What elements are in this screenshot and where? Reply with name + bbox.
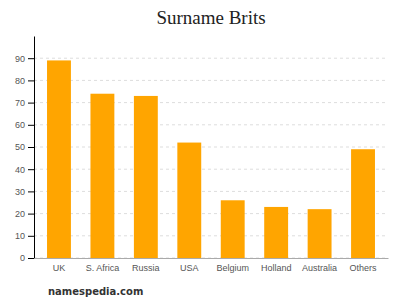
y-tick-mark [28,80,34,81]
y-tick-label: 60 [15,120,25,130]
x-tick: S. Africa [86,263,120,273]
bar [221,200,245,258]
grid-line [34,124,388,125]
y-tick-label: 10 [15,231,25,241]
x-axis-line [35,258,389,259]
x-tick-label: Australia [302,263,337,273]
y-tick-mark [28,258,34,259]
y-tick-mark [28,125,34,126]
x-tick: Belgium [216,263,249,273]
y-axis: 0 10 20 30 40 50 60 70 80 90 [15,37,35,264]
title: Surname Brits [156,7,265,28]
x-tick-label: UK [53,263,66,273]
grid-line [34,213,388,214]
grid-line [34,169,388,170]
grid-line [34,58,388,59]
y-tick-label: 80 [15,76,25,86]
plot-area: 0 10 20 30 40 50 60 70 80 90 UK S. Africa Russia USA B… [15,37,389,273]
y-tick-label: 90 [15,54,25,64]
y-tick-label: 70 [15,98,25,108]
grid-line [34,80,388,81]
y-tick: 80 [15,76,34,86]
y-tick-label: 20 [15,209,25,219]
y-tick-mark [28,58,34,59]
y-tick: 30 [15,187,34,197]
bar [134,96,158,258]
x-tick: Australia [302,263,337,273]
x-tick-label: S. Africa [86,263,120,273]
grid-line [34,147,388,148]
x-tick: Holland [261,263,292,273]
bars [47,60,375,258]
y-tick: 50 [15,142,34,152]
bar [177,143,201,258]
bar [308,209,332,258]
y-tick: 70 [15,98,34,108]
y-tick-mark [28,236,34,237]
y-tick-label: 30 [15,187,25,197]
y-tick-mark [28,103,34,104]
grid-line [34,235,388,236]
x-tick: Russia [132,263,160,273]
x-tick-label: Holland [261,263,292,273]
y-tick-label: 0 [20,253,25,263]
x-tick-label: USA [180,263,199,273]
x-tick: UK [53,263,66,273]
y-tick: 10 [15,231,34,241]
y-tick-mark [28,191,34,192]
y-tick: 40 [15,165,34,175]
y-tick: 90 [15,54,34,64]
y-tick: 60 [15,120,34,130]
grid-line [34,102,388,103]
y-tick-mark [28,169,34,170]
x-tick-label: Belgium [216,263,249,273]
y-tick-label: 40 [15,165,25,175]
x-tick: Others [350,263,378,273]
x-axis: UK S. Africa Russia USA Belgium Holland Austra… [35,259,389,273]
bar [90,94,114,258]
bar [47,60,71,258]
y-tick: 0 [20,253,34,263]
x-tick-label: Others [350,263,378,273]
x-tick-label: Russia [132,263,160,273]
annotation: namespedia.com [48,286,143,297]
y-axis-line [34,37,35,259]
y-tick: 20 [15,209,34,219]
bar [351,149,375,258]
grid-line [34,191,388,192]
grid [34,58,388,258]
x-tick: USA [180,263,199,273]
chart: 0 10 20 30 40 50 60 70 80 90 UK S. Africa Russia USA B… [0,0,400,300]
grid-line [34,258,388,259]
y-tick-label: 50 [15,142,25,152]
y-tick-mark [28,147,34,148]
y-tick-mark [28,214,34,215]
bar [264,207,288,258]
